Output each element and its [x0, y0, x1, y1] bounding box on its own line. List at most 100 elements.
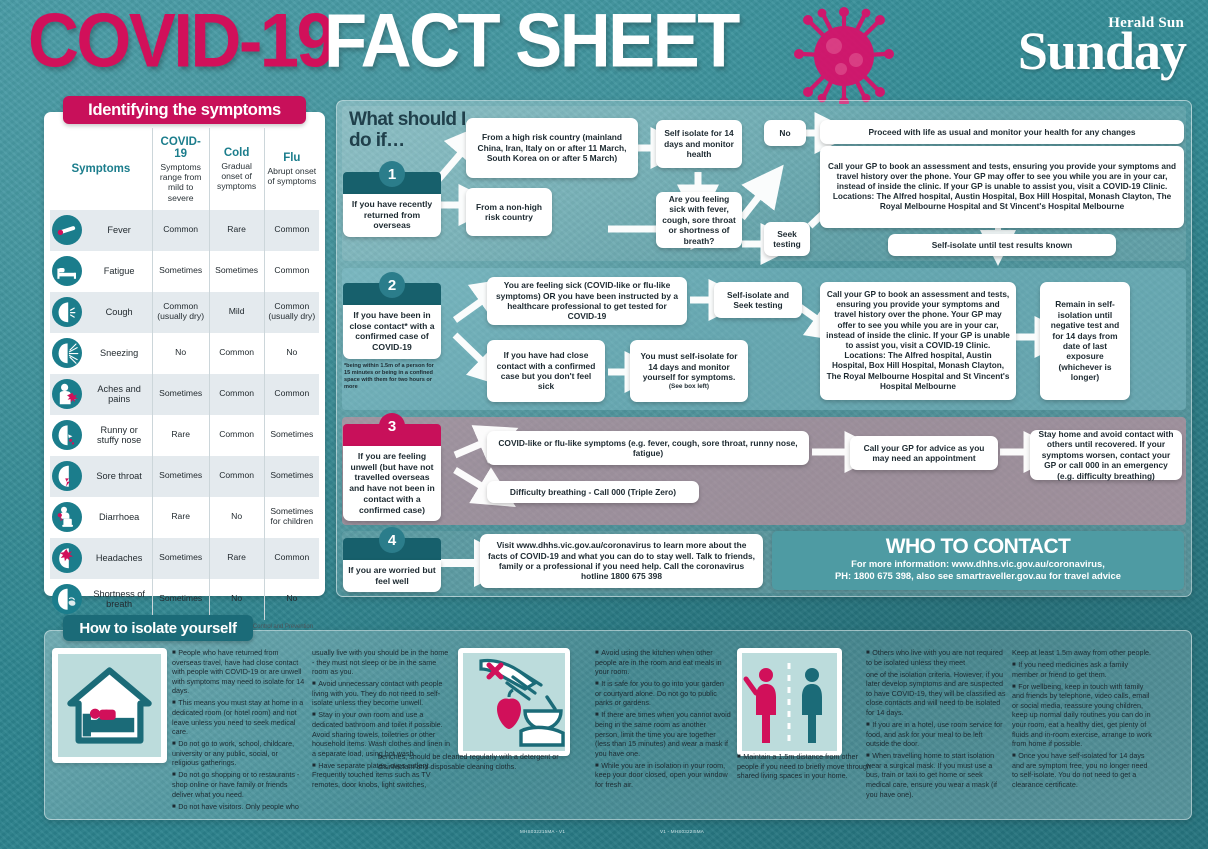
masthead: Herald Sun Sunday	[1017, 15, 1187, 81]
symptom-cold-value: Common	[208, 414, 265, 456]
coronavirus-icon	[794, 7, 894, 104]
headache-icon	[50, 537, 87, 579]
symptom-cold-value: Common	[208, 373, 265, 415]
step-2-tab: 2	[343, 272, 441, 305]
symptom-covid-value: Rare	[151, 496, 210, 538]
isolate-column-3-tail: benches, should be cleaned regularly wit…	[378, 752, 578, 774]
symptom-name: Sore throat	[86, 455, 153, 497]
step-1-number: 1	[379, 161, 405, 187]
symptom-flu-value: Common	[263, 537, 319, 579]
symptom-cold-value: Rare	[208, 537, 265, 579]
node-visit-dhhs: Visit www.dhhs.vic.gov.au/coronavirus to…	[480, 534, 763, 588]
symptoms-table-wrap: Symptoms COVID-19 Symptoms range from mi…	[50, 128, 319, 635]
isolate-column-4: Avoid using the kitchen when other peopl…	[595, 648, 731, 792]
col-header-cold: Cold Gradual onset of symptoms	[208, 128, 265, 210]
step-4-label: If you are worried but feel well	[343, 560, 441, 593]
node-must-self-isolate-14-days: You must self-isolate for 14 days and mo…	[630, 340, 748, 402]
isolate-bullet: For wellbeing, keep in touch with family…	[1012, 682, 1152, 749]
who-to-contact-box: WHO TO CONTACT For more information: www…	[772, 531, 1184, 590]
bed-icon	[50, 251, 87, 292]
node-call-gp-advice: Call your GP for advice as you may need …	[850, 436, 998, 470]
isolate-bullet: Avoid unnecessary contact with people li…	[312, 679, 450, 708]
isolate-column-2: usually live with you should be in the h…	[312, 648, 450, 792]
table-row: Runny or stuffy nose Rare Common Sometimes	[50, 414, 319, 456]
table-row: Aches and pains Sometimes Common Common	[50, 373, 319, 415]
isolate-bullet: If you need medicines ask a family membe…	[1012, 660, 1152, 679]
node-call-gp-step2: Call your GP to book an assessment and t…	[820, 282, 1016, 400]
node-stay-home-avoid-contact: Stay home and avoid contact with others …	[1030, 429, 1182, 481]
sneeze-icon	[50, 333, 87, 374]
must-isolate-note: (See box left)	[668, 382, 710, 390]
symptom-flu-value: Common	[263, 209, 319, 251]
symptom-name: Headaches	[86, 537, 153, 579]
masthead-herald-sun: Herald Sun	[1108, 15, 1184, 31]
symptom-flu-value: No	[263, 578, 319, 620]
house-with-bed-icon	[52, 648, 167, 763]
symptom-cold-value: No	[208, 496, 265, 538]
symptom-covid-value: Rare	[151, 414, 210, 456]
isolate-bullet: People who have returned from overseas t…	[172, 648, 306, 696]
node-remain-in-self-isolation: Remain in self-isolation until negative …	[1040, 282, 1130, 400]
flowchart-title: What should I do if…	[349, 109, 466, 151]
who-to-contact-line2: PH: 1800 675 398, also see smartraveller…	[835, 570, 1121, 582]
col-header-symptoms: Symptoms	[71, 163, 131, 176]
symptom-name: Runny or stuffy nose	[96, 424, 142, 446]
isolate-column-5-tail: Maintain a 1.5m distance from other peop…	[737, 752, 877, 783]
symptom-covid-value: Common (usually dry)	[151, 291, 210, 333]
node-close-contact-not-sick: If you have had close contact with a con…	[487, 340, 605, 402]
step-1-tab: 1	[343, 161, 441, 194]
symptoms-table-body: Fever Common Rare Common Fatigue Sometimes Som…	[50, 209, 319, 620]
flow-step-4: 4 If you are worried but feel well	[343, 527, 441, 593]
symptom-covid-value: Common	[151, 209, 210, 251]
flow-step-3: 3 If you are feeling unwell (but have no…	[343, 413, 441, 522]
symptom-cold-value: No	[208, 578, 265, 620]
isolate-lead-text: one of the isolation criteria. However, …	[866, 669, 1006, 717]
isolate-bullet: Do not have visitors. Only people who	[172, 802, 306, 812]
isolate-bullet: Maintain a 1.5m distance from other peop…	[737, 752, 877, 781]
symptom-covid-value: Sometimes	[151, 250, 210, 292]
symptom-cold-value: Sometimes	[208, 250, 265, 292]
table-row: Sneezing No Common No	[50, 332, 319, 374]
table-row: Sore throat Sometimes Common Sometimes	[50, 455, 319, 497]
table-row: Headaches Sometimes Rare Common	[50, 537, 319, 579]
step-2-footnote: *being within 1.5m of a person for 15 mi…	[344, 362, 434, 391]
title-covid: COVID-19	[28, 0, 336, 83]
symptom-flu-value: Sometimes	[263, 414, 319, 456]
symptoms-heading: Identifying the symptoms	[63, 96, 306, 124]
poster-header: COVID-19 FACT SHEET	[0, 0, 1208, 104]
symptoms-table-header-row: Symptoms COVID-19 Symptoms range from mi…	[50, 128, 319, 210]
flow-step-2: 2 If you have been in close contact* wit…	[343, 272, 441, 392]
isolate-column-6: Others who live with you are not require…	[866, 648, 1006, 802]
isolate-bullet: When travelling home to start isolation …	[866, 751, 1006, 799]
masthead-sunday: Sunday	[1017, 21, 1187, 81]
footer-code-left: MHS032215MA - V1	[520, 829, 566, 834]
symptom-cold-value: Mild	[208, 291, 265, 333]
isolate-column-7: Keep at least 1.5m away from other peopl…	[1012, 648, 1152, 792]
poster-title: COVID-19 FACT SHEET	[28, 2, 741, 78]
node-covid-or-flu-symptoms: COVID-like or flu-like symptoms (e.g. fe…	[487, 431, 809, 465]
sore-throat-icon	[50, 455, 87, 497]
node-self-isolate-until-results: Self-isolate until test results known	[888, 234, 1116, 256]
symptom-covid-value: Sometimes	[151, 455, 210, 497]
thermometer-icon	[50, 209, 87, 251]
symptom-name: Fatigue	[103, 265, 135, 276]
symptom-flu-value: Sometimes for children	[263, 496, 319, 538]
symptom-cold-value: Common	[208, 332, 265, 374]
isolate-bullet: It is safe for you to go into your garde…	[595, 679, 731, 708]
node-self-isolate-and-seek-testing: Self-isolate and Seek testing	[714, 282, 802, 318]
runny-nose-icon	[50, 415, 87, 456]
node-high-risk-country: From a high risk country (mainland China…	[466, 118, 638, 178]
col-header-covid19: COVID-19 Symptoms range from mild to sev…	[151, 128, 210, 210]
isolate-bullet: Do not go shopping or to restaurants - s…	[172, 770, 306, 799]
isolate-bullet: While you are in isolation in your room,…	[595, 761, 731, 790]
step-4-tab: 4	[343, 527, 441, 560]
isolate-bullet: Do not go to work, school, childcare, un…	[172, 739, 306, 768]
symptom-name: Cough	[86, 291, 153, 333]
who-to-contact-title: WHO TO CONTACT	[885, 535, 1071, 558]
node-seek-testing: Seek testing	[764, 222, 810, 256]
breath-icon	[50, 579, 87, 620]
symptom-flu-value: Sometimes	[263, 455, 319, 497]
social-distancing-icon	[737, 648, 842, 756]
step-2-label: If you have been in close contact* with …	[343, 305, 441, 359]
symptom-covid-value: No	[151, 332, 210, 374]
